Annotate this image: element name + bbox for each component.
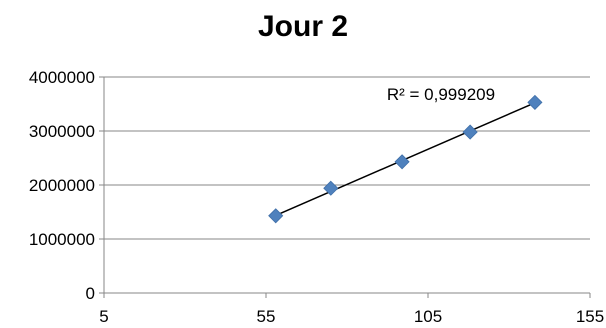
y-tick-label: 2000000 — [29, 176, 95, 195]
y-tick-label: 4000000 — [29, 68, 95, 87]
y-tick-label: 1000000 — [29, 230, 95, 249]
x-tick-label: 105 — [414, 307, 442, 326]
chart-title: Jour 2 — [257, 10, 349, 43]
x-tick-label: 55 — [257, 307, 276, 326]
data-point — [462, 124, 478, 140]
r-squared-label: R² = 0,999209 — [387, 85, 495, 104]
data-point — [268, 208, 284, 224]
data-point — [394, 154, 410, 170]
data-point — [323, 180, 339, 196]
y-tick-label: 3000000 — [29, 122, 95, 141]
x-tick-label: 155 — [576, 307, 604, 326]
x-tick-label: 5 — [99, 307, 108, 326]
y-tick-label: 0 — [86, 284, 95, 303]
data-point — [527, 94, 543, 110]
